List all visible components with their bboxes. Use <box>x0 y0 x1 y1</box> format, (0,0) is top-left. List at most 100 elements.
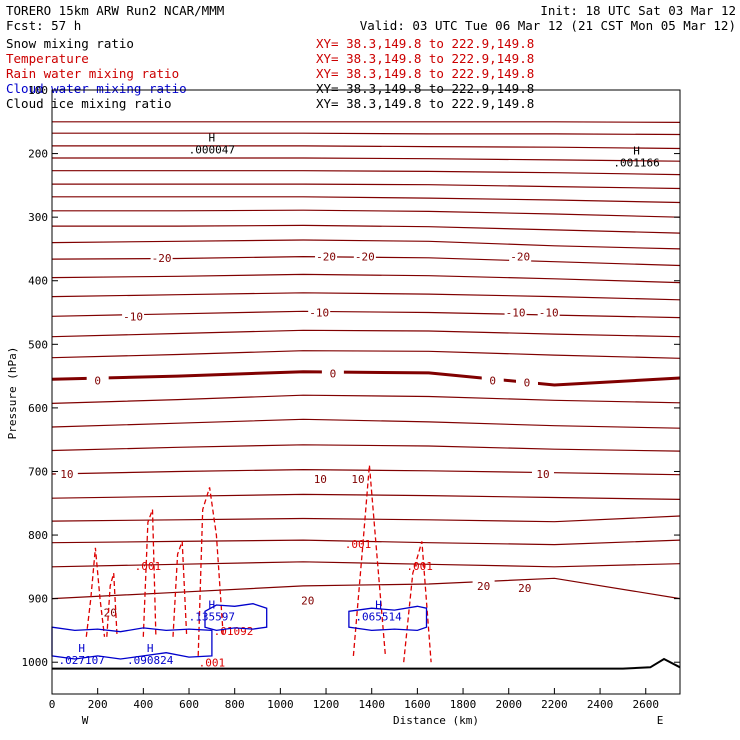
isotherm-label: 0 <box>524 376 531 389</box>
rain-contour <box>172 541 188 637</box>
isotherm-line <box>51 329 681 338</box>
west-label: W <box>82 714 89 727</box>
isotherm-label-bg <box>509 250 532 262</box>
isotherm-label: -20 <box>510 251 530 264</box>
isotherm-line <box>52 132 681 136</box>
legend-name: Temperature <box>6 51 89 66</box>
y-tick-label: 400 <box>28 275 48 288</box>
isotherm-line <box>51 292 681 301</box>
isotherm-label-bg <box>86 374 109 386</box>
y-tick-label: 700 <box>28 465 48 478</box>
isotherm-line <box>51 418 681 429</box>
legend: Snow mixing ratio XY= 38.3,149.8 to 222.9… <box>6 36 534 111</box>
extremum-mark: H <box>147 642 154 655</box>
isotherm-label-bg <box>472 579 495 591</box>
isotherm-line <box>52 183 681 190</box>
isotherm-label-bg <box>504 306 527 318</box>
header: TORERO 15km ARW Run2 NCAR/MMM Init: 18 U… <box>6 3 736 33</box>
y-tick-label: 100 <box>28 84 48 97</box>
y-tick-label: 500 <box>28 338 48 351</box>
isotherm-label-bg <box>150 251 173 263</box>
rain-contour <box>106 573 118 637</box>
isotherm-label-bg <box>55 468 78 480</box>
x-tick-label: 1800 <box>450 698 477 711</box>
x-tick-label: 1200 <box>313 698 340 711</box>
extremum-mark: H <box>78 642 85 655</box>
isotherm-line <box>51 310 681 319</box>
extremum-value: .001166 <box>613 157 659 170</box>
x-tick-label: 1400 <box>358 698 385 711</box>
isotherm-line <box>51 370 681 387</box>
x-tick-label: 800 <box>225 698 245 711</box>
init-time: Init: 18 UTC Sat 03 Mar 12 <box>540 3 736 18</box>
rain-label: .001 <box>406 560 433 573</box>
rain-label: .001 <box>135 560 162 573</box>
isotherm-label: 0 <box>489 375 496 388</box>
rain-contour <box>403 541 432 663</box>
forecast-hour: Fcst: 57 h <box>6 18 81 33</box>
cloud-water-contour <box>204 603 268 632</box>
isotherm-line <box>52 170 681 176</box>
plot-area: -20 -20 -20 -20 -10 -10 -10 -10 0 0 0 0 10 10 10 10 20 20… <box>51 121 681 670</box>
legend-name: Cloud ice mixing ratio <box>6 96 172 111</box>
terrain-line <box>52 657 681 670</box>
extremum-value: .000047 <box>189 143 235 156</box>
legend-xy: XY= 38.3,149.8 to 222.9,149.8 <box>316 51 534 66</box>
isotherm-line <box>52 157 681 162</box>
rain-contour <box>85 547 106 637</box>
cloud-water-contour <box>348 605 428 632</box>
x-tick-label: 2000 <box>495 698 522 711</box>
extremum-value: .090824 <box>127 654 174 667</box>
rain-label: .001 <box>345 538 372 551</box>
isotherm-label: 0 <box>94 375 101 388</box>
y-tick-label: 900 <box>28 593 48 606</box>
isotherm-line <box>51 350 681 359</box>
legend-xy: XY= 38.3,149.8 to 222.9,149.8 <box>316 36 534 51</box>
extremum-mark: H <box>209 599 216 612</box>
isotherm-label: -20 <box>355 251 375 264</box>
extremum-mark: H <box>633 145 640 158</box>
legend-xy: XY= 38.3,149.8 to 222.9,149.8 <box>316 66 534 81</box>
isotherm-line <box>51 493 681 500</box>
rain-label: .001 <box>199 657 226 670</box>
x-tick-label: 200 <box>88 698 108 711</box>
rain-contour <box>352 465 387 656</box>
legend-xy: XY= 38.3,149.8 to 222.9,149.8 <box>316 81 534 96</box>
extremum-value: .065514 <box>355 611 402 624</box>
isotherm-label-bg <box>309 473 332 485</box>
isotherm-label-bg <box>321 367 344 379</box>
x-tick-label: 1000 <box>267 698 294 711</box>
isotherm-label: -10 <box>123 310 143 323</box>
isotherm-label-bg <box>308 306 331 318</box>
isotherm-label: 0 <box>330 368 337 381</box>
x-tick-label: 600 <box>179 698 199 711</box>
y-axis-label: Pressure (hPa) <box>6 347 19 440</box>
isotherm-label-bg <box>347 473 370 485</box>
isotherm-label: 10 <box>314 473 327 486</box>
extremum-mark: H <box>375 599 382 612</box>
isotherm-line <box>51 515 681 523</box>
isotherm-label: 20 <box>104 607 117 620</box>
rain-label: .01092 <box>214 625 254 638</box>
isotherm-line <box>51 539 681 546</box>
isotherm-label: -20 <box>152 252 172 265</box>
y-tick-label: 300 <box>28 211 48 224</box>
isotherm-label-bg <box>531 468 554 480</box>
valid-time: Valid: 03 UTC Tue 06 Mar 12 (21 CST Mon … <box>360 18 736 33</box>
model-title: TORERO 15km ARW Run2 NCAR/MMM <box>6 3 224 18</box>
isotherm-label: 20 <box>518 582 531 595</box>
legend-name: Rain water mixing ratio <box>6 66 179 81</box>
isotherm-label-bg <box>513 581 536 593</box>
isotherm-label-bg <box>122 310 145 322</box>
isotherm-line <box>52 145 681 150</box>
extremum-mark: H <box>209 131 216 144</box>
isotherm-line <box>52 196 681 204</box>
isotherm-line <box>52 121 681 123</box>
rain-contour <box>197 487 224 656</box>
isotherm-label: 10 <box>351 473 364 486</box>
isotherm-label: -10 <box>309 307 329 320</box>
isotherm-line <box>51 561 681 568</box>
isotherm-label: 20 <box>477 580 490 593</box>
